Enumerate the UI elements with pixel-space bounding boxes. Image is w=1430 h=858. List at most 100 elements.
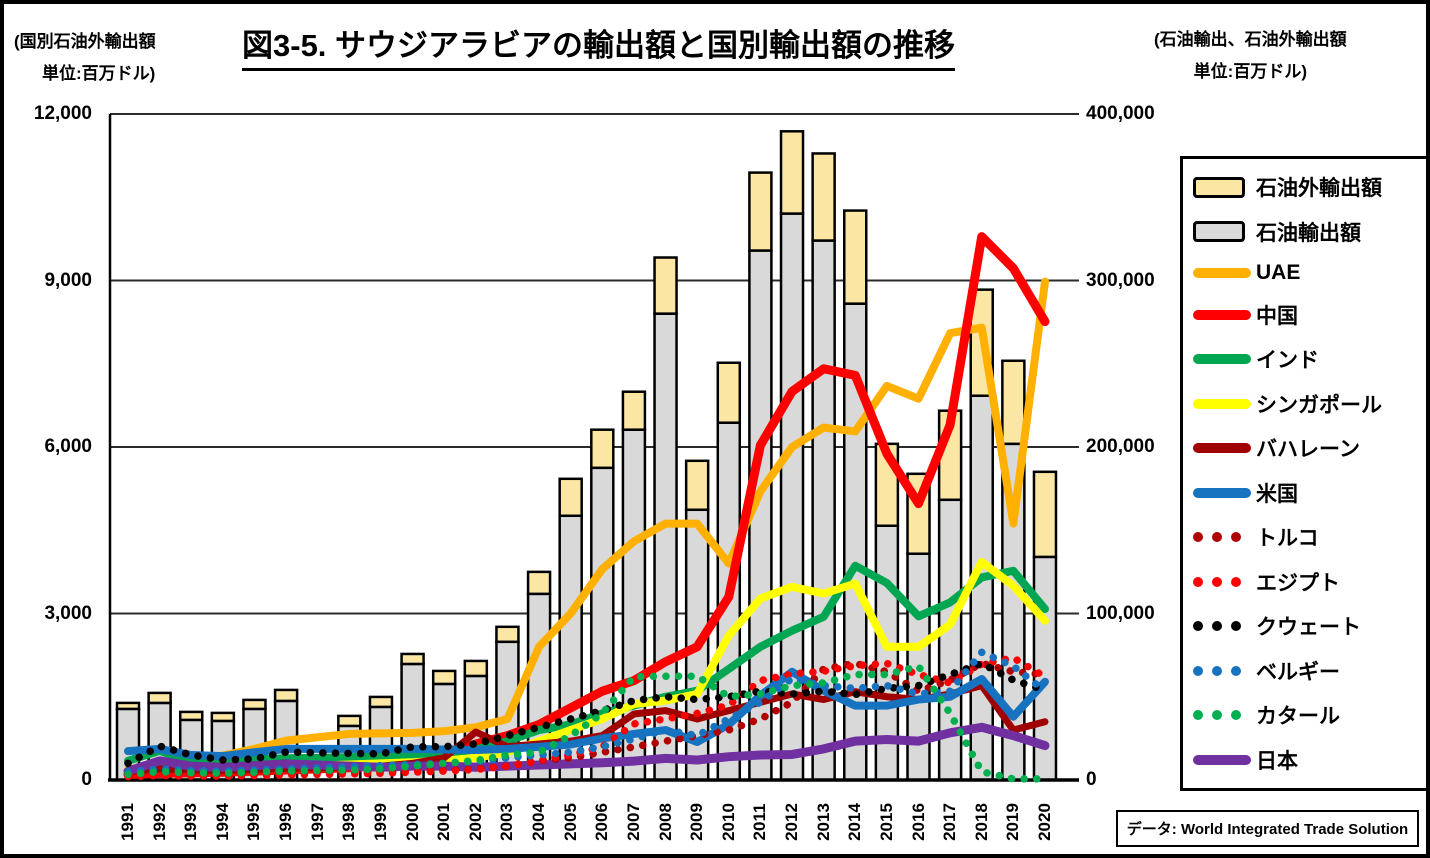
x-axis-year-label-2003: 2003 <box>497 803 517 841</box>
x-axis-year-label-1997: 1997 <box>307 803 327 841</box>
x-axis-year-label-1995: 1995 <box>244 803 264 841</box>
legend-label-non_oil: 石油外輸出額 <box>1256 177 1382 201</box>
x-axis-year-label-2006: 2006 <box>592 803 612 841</box>
x-axis-year-label-2004: 2004 <box>529 803 549 841</box>
right-axis-note-line2: 単位:百万ドル) <box>1193 62 1307 82</box>
legend: 石油外輸出額 石油輸出額 UAE 中国 インド シンガポール バハレーン 米国 トルコ エジプトク… <box>1180 156 1426 791</box>
line-uae <box>124 277 1049 777</box>
legend-label-singapore: シンガポール <box>1256 393 1382 417</box>
legend-swatch-turkey <box>1193 532 1241 543</box>
legend-label-kuwait: クウェート <box>1256 616 1361 640</box>
x-axis-year-label-2017: 2017 <box>940 803 960 841</box>
legend-label-usa: 米国 <box>1256 482 1298 506</box>
left-axis-note-line1: (国別石油外輸出額 <box>14 32 156 51</box>
x-axis-year-label-1992: 1992 <box>149 803 169 841</box>
left-axis-note-line2: 単位:百万ドル) <box>42 64 156 84</box>
lines-layer <box>123 232 1050 783</box>
legend-item-kuwait: クウェート <box>1193 611 1422 641</box>
y-axis-left-tick-6,000: 6,000 <box>44 436 92 457</box>
legend-item-japan: 日本 <box>1193 745 1422 775</box>
bar-nonoil-2007 <box>621 390 647 431</box>
legend-swatch-oil <box>1193 221 1245 243</box>
legend-swatch-india <box>1193 354 1251 365</box>
x-axis-year-label-1991: 1991 <box>118 803 137 841</box>
bar-nonoil-1994 <box>210 711 236 723</box>
bar-nonoil-2012 <box>779 130 805 215</box>
bar-nonoil-1995 <box>242 698 267 711</box>
legend-label-uae: UAE <box>1256 261 1301 285</box>
legend-item-india: インド <box>1193 344 1422 374</box>
legend-item-turkey: トルコ <box>1193 522 1422 552</box>
x-axis-year-label-2018: 2018 <box>971 803 991 841</box>
legend-swatch-bahrain <box>1193 443 1251 454</box>
x-axis-year-label-2008: 2008 <box>655 803 675 841</box>
y-axis-right-tick-100,000: 100,000 <box>1086 602 1155 624</box>
legend-label-belgium: ベルギー <box>1256 660 1340 684</box>
y-axis-right-tick-400,000: 400,000 <box>1086 103 1155 124</box>
x-axis-year-label-2019: 2019 <box>1003 803 1023 841</box>
bar-nonoil-2005 <box>558 477 583 518</box>
legend-item-usa: 米国 <box>1193 478 1422 508</box>
left-axis-note: (国別石油外輸出額 単位:百万ドル) <box>14 26 156 91</box>
legend-label-bahrain: バハレーン <box>1256 438 1360 462</box>
bar-nonoil-2002 <box>463 659 489 678</box>
y-axis-left-tick-0: 0 <box>81 769 92 790</box>
x-axis-year-label-2016: 2016 <box>908 803 928 841</box>
bar-nonoil-2014 <box>843 209 868 305</box>
bar-nonoil-2000 <box>400 652 425 666</box>
x-axis-year-label-2002: 2002 <box>465 803 485 841</box>
line-qatar <box>124 662 1049 783</box>
legend-swatch-non_oil <box>1193 176 1245 198</box>
x-axis-year-label-2000: 2000 <box>402 803 422 841</box>
x-axis-year-label-1998: 1998 <box>339 803 359 841</box>
bar-nonoil-1991 <box>115 701 141 711</box>
bar-nonoil-2003 <box>495 625 520 644</box>
bar-nonoil-2001 <box>431 669 457 686</box>
y-axis-right-tick-300,000: 300,000 <box>1086 269 1155 291</box>
legend-item-qatar: カタール <box>1193 700 1422 730</box>
x-axis-year-label-1993: 1993 <box>181 803 201 841</box>
y-axis-right-tick-200,000: 200,000 <box>1086 436 1155 457</box>
legend-swatch-usa <box>1193 487 1251 498</box>
x-axis-year-label-1999: 1999 <box>370 803 390 841</box>
bar-nonoil-2011 <box>748 171 773 252</box>
bar-nonoil-2013 <box>811 152 836 242</box>
x-axis-year-label-1994: 1994 <box>212 803 232 841</box>
legend-swatch-singapore <box>1193 398 1251 409</box>
legend-label-turkey: トルコ <box>1256 527 1319 551</box>
legend-label-japan: 日本 <box>1256 749 1298 773</box>
bars-layer <box>115 130 1058 782</box>
bar-nonoil-1996 <box>273 688 299 703</box>
right-axis-note: (石油輸出、石油外輸出額 単位:百万ドル) <box>1154 24 1347 89</box>
line-india <box>124 561 1049 766</box>
legend-item-china: 中国 <box>1193 300 1422 330</box>
bar-nonoil-1998 <box>337 714 362 728</box>
legend-swatch-kuwait <box>1193 621 1241 632</box>
legend-item-singapore: シンガポール <box>1193 389 1422 419</box>
y-axis-left-tick-12,000: 12,000 <box>33 103 92 124</box>
x-axis-year-label-2007: 2007 <box>623 803 643 841</box>
legend-label-india: インド <box>1256 349 1319 373</box>
legend-label-oil: 石油輸出額 <box>1256 221 1361 245</box>
legend-label-qatar: カタール <box>1256 705 1340 729</box>
legend-swatch-qatar <box>1193 710 1241 721</box>
legend-item-belgium: ベルギー <box>1193 656 1422 686</box>
data-source-text: データ: World Integrated Trade Solution <box>1126 821 1409 838</box>
bar-nonoil-2006 <box>590 428 615 470</box>
bar-nonoil-1993 <box>178 710 204 722</box>
legend-item-uae: UAE <box>1193 261 1422 285</box>
x-axis-year-label-2013: 2013 <box>813 803 833 841</box>
x-axis-year-label-2010: 2010 <box>718 803 738 841</box>
x-axis-year-label-2005: 2005 <box>560 803 580 841</box>
x-axis-year-label-2012: 2012 <box>782 803 802 841</box>
legend-item-bahrain: バハレーン <box>1193 433 1422 463</box>
legend-label-china: 中国 <box>1256 304 1298 328</box>
legend-swatch-uae <box>1193 268 1251 279</box>
line-japan <box>123 722 1050 776</box>
x-axis-year-label-2020: 2020 <box>1034 803 1054 841</box>
x-axis-year-label-2015: 2015 <box>876 803 896 841</box>
legend-swatch-egypt <box>1193 576 1241 587</box>
bar-nonoil-2004 <box>526 570 552 596</box>
line-usa <box>124 667 1049 761</box>
